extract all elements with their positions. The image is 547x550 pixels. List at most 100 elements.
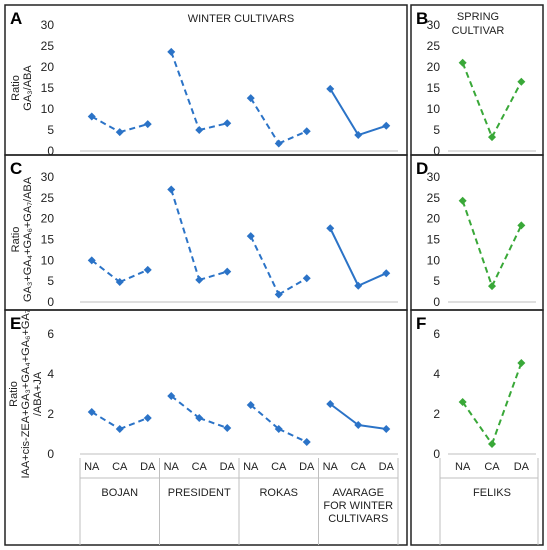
y-axis-label: Ratio [10,75,22,101]
chart-f: 0 2 4 6 [433,327,536,461]
y-tick-label: 4 [47,367,54,381]
y-tick-label: 25 [427,191,441,205]
data-point-marker [167,392,176,400]
data-point-marker [354,281,363,290]
data-point-marker [302,438,311,446]
group-label: BOJAN [101,487,138,499]
y-tick-label: 10 [427,102,441,116]
y-tick-label: 6 [433,327,440,341]
data-point-marker [87,112,96,121]
group-label: AVARAGE [332,487,384,499]
series-line-rokas [250,404,280,430]
x-category-label: NA [323,461,339,473]
series-line-bojan [119,417,149,430]
panel-letter-c: C [10,159,22,178]
series-line-avarage-for-winter-cultivars [358,424,387,430]
series-line-feliks [491,224,523,287]
data-point-marker [274,290,283,299]
y-tick-label: 5 [433,123,440,137]
data-point-marker [143,265,152,274]
data-point-marker [517,359,526,367]
data-point-marker [167,47,176,56]
y-tick-label: 10 [41,102,55,116]
series-line-avarage-for-winter-cultivars [329,88,360,136]
series-line-president [170,395,200,419]
series-line-feliks [461,401,493,445]
y-axis-label: IAA+cis-ZEA+GA₃+GA₄+GA₆+GA₇ [20,309,32,478]
data-point-marker [87,408,96,416]
y-axis-label: GA₃+GA₄+GA₆+GA₇/ABA [22,176,34,302]
spring-header-line2: CULTIVAR [452,25,505,37]
y-tick-label: 30 [41,170,55,184]
y-tick-label: 30 [41,18,55,32]
series-line-avarage-for-winter-cultivars [357,124,387,136]
y-axis-label: GA₃/ABA [22,65,34,111]
data-point-marker [458,58,467,67]
data-point-marker [274,139,283,148]
x-category-label: CA [192,461,208,473]
data-point-marker [195,414,204,422]
x-category-label: NA [455,461,471,473]
chart-a: 0 5 10 15 20 25 30 Ratio GA₃/ABA [10,18,398,158]
chart-c: 0 5 10 15 20 25 30 Ratio GA₃+GA₄+GA₆+GA₇/ABA [10,170,398,309]
data-point-marker [274,425,283,433]
data-point-marker [115,425,124,433]
data-point-marker [302,127,311,136]
data-point-marker [488,133,496,142]
y-axis-label: /ABA+JA [32,371,44,416]
data-point-marker [458,196,467,205]
series-line-avarage-for-winter-cultivars [357,272,387,287]
x-category-label: CA [351,461,367,473]
series-line-rokas [278,130,308,145]
panel-letter-b: B [416,9,428,28]
chart-e: 0 2 4 6 Ratio IAA+cis-ZEA+GA₃+GA₄+GA₆+GA₇/ABA… [8,309,398,479]
y-tick-label: 15 [427,81,441,95]
series-line-rokas [249,97,280,144]
panel-letter-f: F [416,314,426,333]
y-tick-label: 4 [433,367,440,381]
series-line-president [198,270,228,281]
x-category-label: NA [243,461,259,473]
y-tick-label: 6 [47,327,54,341]
panel-frame-f [410,309,544,546]
spring-header-line1: SPRING [457,11,499,23]
y-tick-label: 0 [433,295,440,309]
data-point-marker [517,221,526,230]
y-tick-label: 0 [433,447,440,461]
y-tick-label: 5 [433,274,440,288]
series-line-avarage-for-winter-cultivars [329,403,359,426]
series-line-rokas [278,277,308,296]
data-point-marker [302,274,311,283]
data-point-marker [382,425,391,433]
group-label: FOR WINTER [323,500,393,512]
series-line-feliks [491,362,523,445]
x-category-label: NA [84,461,100,473]
x-axis-categories-winter: NA CA DA NA CA DA NA CA DA NA CA DA BOJAN PRESIDENT RO… [79,458,399,545]
group-label: CULTIVARS [328,513,388,525]
y-tick-label: 20 [41,60,55,74]
data-point-marker [458,398,467,406]
x-category-label: DA [220,461,236,473]
data-point-marker [326,400,335,408]
y-tick-label: 20 [427,60,441,74]
data-point-marker [223,424,232,432]
series-line-feliks [491,81,523,138]
data-point-marker [382,121,391,130]
panel-frame-c [4,154,408,311]
y-axis-label: Ratio [10,227,22,253]
y-tick-label: 0 [47,144,54,158]
group-label: FELIKS [473,487,511,499]
data-point-marker [195,126,204,134]
data-point-marker [246,94,255,103]
x-category-label: CA [484,461,500,473]
panel-frame-e [4,309,408,546]
data-point-marker [143,414,152,422]
x-category-label: DA [379,461,395,473]
data-point-marker [223,267,232,276]
series-line-avarage-for-winter-cultivars [329,227,360,287]
y-axis-label: Ratio [8,381,20,407]
data-point-marker [246,232,255,241]
x-category-label: CA [271,461,287,473]
y-tick-label: 10 [41,253,55,267]
